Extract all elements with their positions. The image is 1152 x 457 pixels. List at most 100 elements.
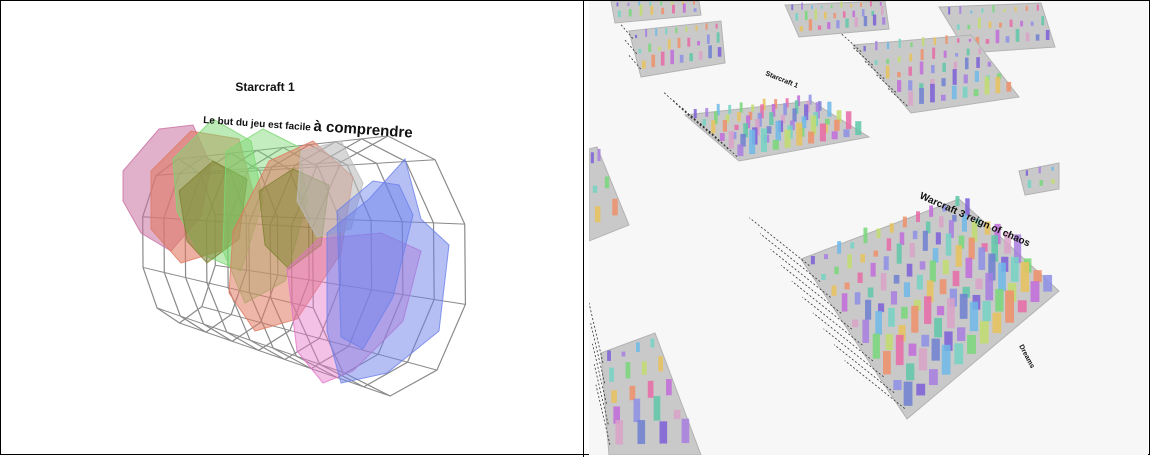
bar-glyph: [638, 48, 642, 54]
bar-glyph: [810, 255, 815, 265]
bar-glyph: [1004, 232, 1011, 254]
bar-glyph: [898, 324, 906, 342]
bar-glyph: [649, 1, 652, 6]
bar-glyph: [617, 10, 621, 18]
bar-glyph: [725, 114, 730, 123]
bar-glyph: [966, 48, 970, 56]
bar-glyph: [995, 289, 1004, 312]
bar-glyph: [978, 247, 986, 270]
wireframe-edge: [203, 323, 227, 333]
wireframe-edge: [376, 161, 406, 164]
bar-glyph: [675, 27, 678, 34]
bar-glyph: [952, 215, 957, 222]
bar-glyph: [895, 334, 904, 366]
bar-glyph: [958, 235, 965, 249]
bar-glyph: [780, 115, 786, 124]
bar-glyph: [702, 119, 707, 126]
bar-glyph: [912, 230, 918, 240]
board-label-line: [875, 74, 897, 93]
bar-glyph: [820, 5, 823, 9]
bar-glyph: [850, 242, 855, 249]
bar-glyph: [890, 291, 898, 305]
bar-glyph: [628, 9, 632, 17]
wireframe-edge: [205, 331, 233, 342]
wireframe-edge: [296, 355, 320, 365]
bar-glyph: [885, 65, 890, 79]
bar-glyph: [931, 338, 940, 361]
bar-glyph: [785, 98, 789, 108]
bar-glyph: [932, 248, 939, 263]
bar-glyph: [929, 260, 936, 282]
bar-glyph: [893, 274, 900, 284]
board-label-line: [833, 344, 895, 393]
bar-glyph: [908, 66, 913, 76]
wireframe-edge: [405, 159, 436, 163]
bar-glyph: [867, 287, 874, 298]
bar-glyph: [685, 26, 688, 33]
bar-glyph: [1014, 6, 1017, 12]
bar-glyph: [845, 18, 849, 28]
bar-glyph: [863, 16, 868, 27]
bar-glyph: [911, 305, 919, 333]
bar-glyph: [942, 205, 947, 212]
bar-glyph: [968, 237, 975, 260]
bar-glyph: [872, 14, 877, 26]
wireframe-edge: [180, 315, 204, 325]
bar-glyph: [985, 272, 994, 301]
bar-glyph: [719, 133, 725, 141]
bar-glyph: [970, 10, 973, 14]
bar-glyph: [898, 38, 901, 49]
bar-glyph: [648, 43, 652, 52]
bar-glyph: [824, 254, 829, 260]
bar-glyph: [677, 37, 681, 48]
bar-glyph: [754, 118, 760, 136]
wireframe-edge: [258, 349, 285, 360]
bar-glyph: [954, 343, 964, 365]
bar-glyph: [883, 350, 891, 375]
bar-glyph: [783, 103, 787, 116]
bar-glyph: [650, 338, 655, 348]
bar-glyph: [682, 1, 685, 5]
bar-glyph: [916, 211, 920, 223]
bar-glyph: [886, 238, 892, 251]
bar-glyph: [855, 121, 862, 136]
bar-glyph: [653, 396, 661, 421]
bar-glyph: [877, 303, 885, 313]
bar-glyph: [658, 47, 661, 51]
bar-glyph: [969, 301, 979, 332]
bar-glyph: [889, 223, 894, 233]
board-label-line: [628, 54, 642, 70]
bar-glyph: [772, 139, 779, 150]
bar-glyph: [949, 288, 957, 307]
bar-glyph: [1006, 81, 1012, 92]
bar-glyph: [919, 83, 924, 90]
bar-glyph: [594, 206, 601, 223]
bar-glyph: [625, 362, 631, 379]
bar-glyph: [597, 148, 601, 162]
bar-boards-canvas: Warcraft 3 reign of chaos Starcraft 1 Dr…: [589, 1, 1148, 455]
bar-glyph: [672, 4, 675, 14]
bar-glyph: [635, 34, 638, 39]
bar-glyph: [836, 110, 842, 123]
bar-glyph: [641, 361, 647, 375]
bar-glyph: [613, 406, 621, 424]
wireframe-edge: [284, 359, 312, 370]
question-label-suffix: à comprendre: [313, 118, 413, 142]
bar-glyph: [827, 22, 831, 30]
bar-glyph: [1003, 8, 1006, 13]
bar-glyph: [873, 250, 879, 257]
bar-glyph: [650, 5, 654, 15]
wireframe-edge: [156, 307, 181, 317]
bar-glyph: [897, 72, 901, 78]
bar-glyph: [834, 266, 839, 275]
bar-glyph: [1025, 5, 1028, 12]
bar-glyph: [810, 5, 813, 10]
bar-glyph: [821, 273, 826, 281]
bar-glyph: [814, 9, 818, 20]
bar-glyph: [975, 278, 983, 290]
bar-glyph: [977, 17, 981, 29]
bar-glyph: [965, 257, 973, 279]
bar-glyph: [1017, 300, 1027, 313]
bar-glyph: [1015, 28, 1020, 42]
bar-glyph: [921, 334, 930, 347]
